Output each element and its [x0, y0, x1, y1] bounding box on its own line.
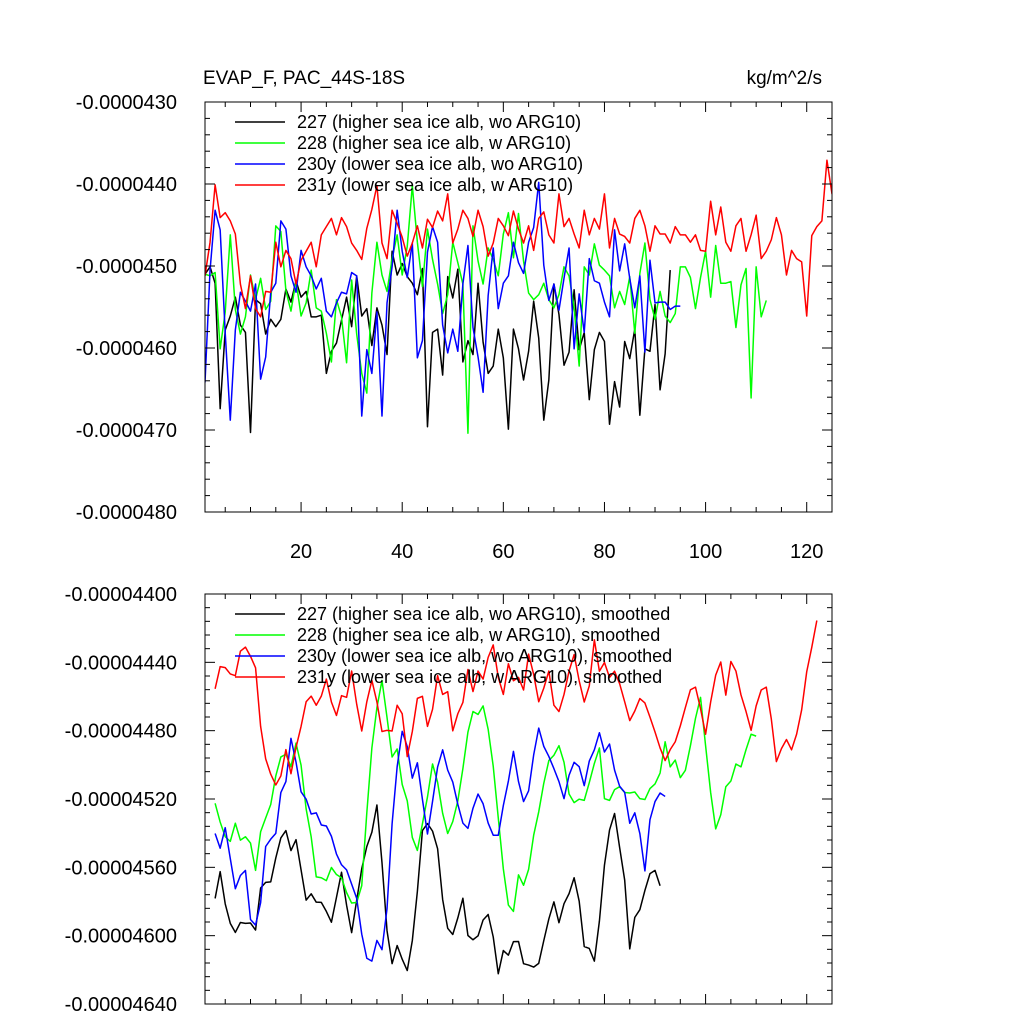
legend-label-3: 230y (lower sea ice alb, wo ARG10), smoo… [297, 646, 672, 666]
legend-label-2: 228 (higher sea ice alb, w ARG10), smoot… [297, 625, 660, 645]
legend-label-1: 227 (higher sea ice alb, wo ARG10), smoo… [297, 604, 670, 624]
plot-frame [204, 101, 833, 513]
legend-label-1: 227 (higher sea ice alb, wo ARG10) [297, 112, 581, 132]
x-tick-label: 120 [790, 541, 823, 563]
units-label: kg/m^2/s [747, 68, 822, 89]
x-tick-label: 100 [689, 541, 722, 563]
legend-label-2: 228 (higher sea ice alb, w ARG10) [297, 133, 571, 153]
y-tick-label: -0.00004400 [65, 584, 177, 606]
y-tick-label: -0.00004640 [65, 994, 177, 1016]
series-line-1 [214, 804, 661, 975]
y-tick-label: -0.0000470 [76, 420, 177, 442]
panel-raw: EVAP_F, PAC_44S-18S kg/m^2/s -0.0000430 -… [76, 68, 833, 563]
series-line-2 [205, 184, 767, 435]
series-line-3 [205, 181, 681, 421]
series-line-2 [214, 679, 757, 913]
legend-label-3: 230y (lower sea ice alb, wo ARG10) [297, 154, 583, 174]
y-tick-label: -0.0000450 [76, 256, 177, 278]
x-tick-label: 60 [492, 541, 514, 563]
y-tick-label: -0.00004560 [65, 857, 177, 879]
series-line-1 [205, 250, 671, 434]
y-tick-label: -0.0000430 [76, 92, 177, 114]
series-line-4 [214, 620, 818, 786]
series-line-4 [205, 159, 832, 318]
y-tick-label: -0.0000460 [76, 338, 177, 360]
chart-title: EVAP_F, PAC_44S-18S [203, 68, 405, 89]
y-tick-label: -0.0000480 [76, 502, 177, 524]
y-tick-label: -0.00004520 [65, 789, 177, 811]
y-tick-label: -0.00004600 [65, 926, 177, 948]
y-tick-label: -0.0000440 [76, 174, 177, 196]
x-tick-label: 20 [290, 541, 312, 563]
legend-label-4: 231y (lower sea ice alb, w ARG10), smoot… [297, 667, 662, 687]
panel-smoothed: -0.00004400 -0.00004440 -0.00004480 -0.0000… [65, 584, 833, 1016]
series-line-3 [214, 727, 666, 962]
y-tick-label: -0.00004440 [65, 652, 177, 674]
x-tick-label: 80 [593, 541, 615, 563]
x-tick-label: 40 [391, 541, 413, 563]
y-tick-label: -0.00004480 [65, 721, 177, 743]
legend-label-4: 231y (lower sea ice alb, w ARG10) [297, 175, 573, 195]
